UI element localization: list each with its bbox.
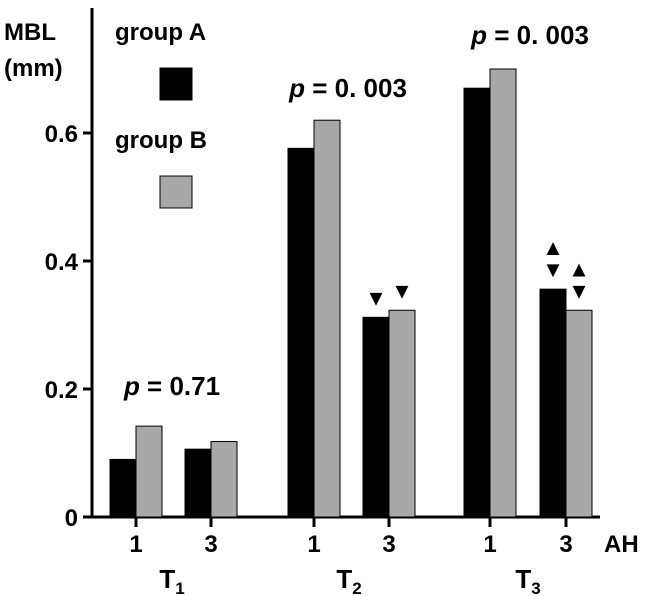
y-axis-label-line1: MBL [4, 19, 56, 46]
y-tick-label: 0 [65, 505, 78, 532]
bar [463, 87, 491, 518]
bar [313, 119, 341, 518]
significance-marker: ▼ [365, 285, 387, 310]
bar [135, 425, 163, 518]
x-tick-label: 3 [204, 531, 217, 558]
y-tick-label: 0.2 [45, 377, 78, 404]
y-axis-label-line2: (mm) [4, 55, 63, 82]
group-label: T2 [336, 564, 361, 596]
significance-marker: ▲ [568, 256, 590, 281]
legend-label: group B [115, 127, 207, 154]
x-axis-label: AH [604, 531, 639, 558]
x-tick-label: 3 [559, 531, 572, 558]
p-value-label: p = 0. 003 [288, 73, 407, 103]
bar [362, 316, 390, 518]
significance-marker: ▼ [391, 278, 413, 303]
bar [489, 68, 517, 518]
bar [109, 458, 137, 518]
p-value-label: p = 0. 003 [470, 20, 589, 50]
bar [184, 448, 212, 518]
p-value-label: p = 0.71 [123, 371, 220, 401]
x-tick-label: 3 [382, 531, 395, 558]
y-tick-label: 0.4 [45, 249, 79, 276]
bar [287, 147, 315, 518]
y-tick-label: 0.6 [45, 121, 78, 148]
bar [210, 440, 238, 518]
group-label: T3 [515, 564, 540, 596]
legend-swatch [159, 67, 193, 101]
legend-label: group A [115, 19, 206, 46]
legend-swatch [159, 175, 193, 209]
bar [565, 309, 593, 518]
x-tick-label: 1 [307, 531, 320, 558]
bar [388, 309, 416, 518]
x-tick-label: 1 [483, 531, 496, 558]
group-label: T1 [159, 564, 184, 596]
significance-marker: ▼ [542, 257, 564, 282]
x-tick-label: 1 [129, 531, 142, 558]
significance-marker: ▲ [542, 235, 564, 260]
bar [539, 288, 567, 518]
significance-marker: ▼ [568, 278, 590, 303]
